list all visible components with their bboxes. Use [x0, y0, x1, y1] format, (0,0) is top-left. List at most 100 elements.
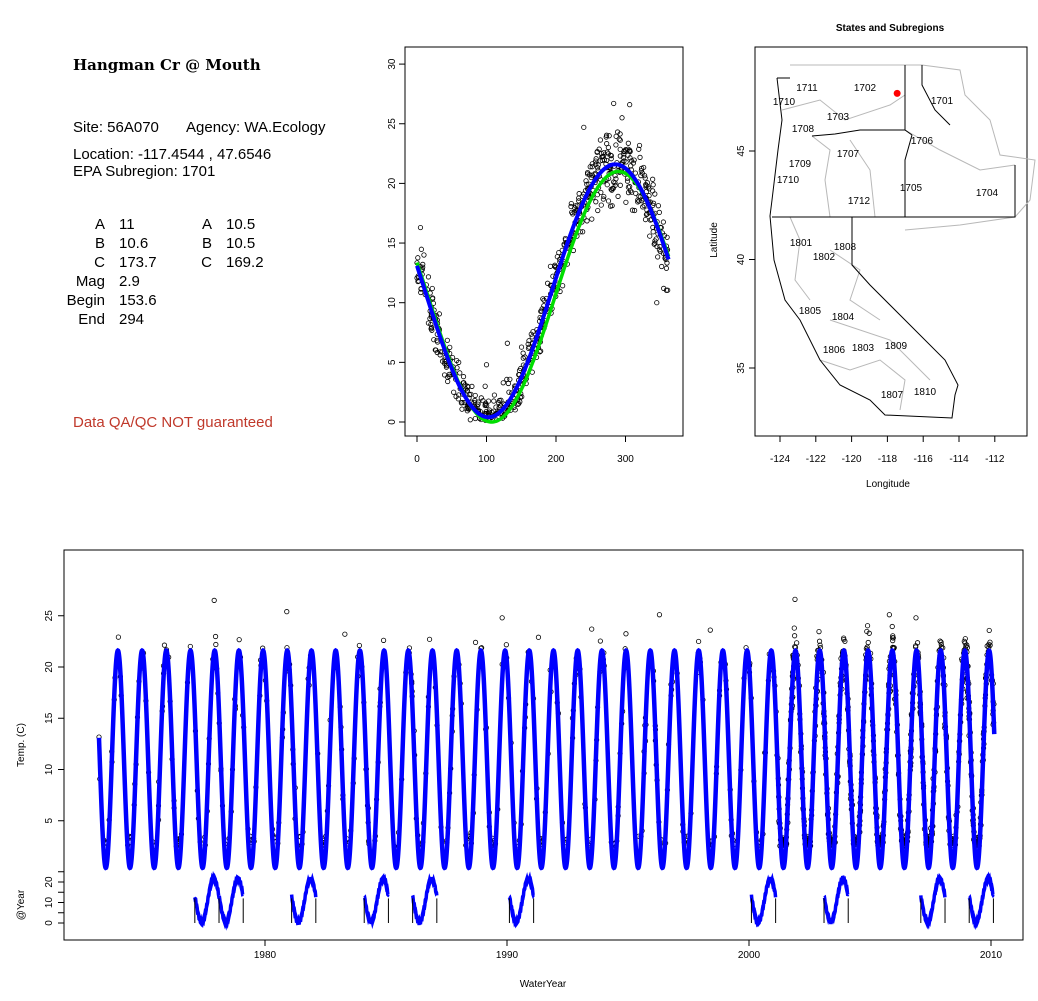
data-point	[986, 627, 992, 634]
data-point	[624, 178, 631, 184]
data-point	[598, 150, 605, 157]
subregion-boundary	[904, 129, 1016, 171]
map-title: States and Subregions	[836, 23, 945, 34]
data-point	[636, 142, 643, 149]
year-tick-label: 1990	[496, 950, 519, 961]
data-point	[611, 179, 617, 185]
data-point	[496, 397, 503, 404]
data-point	[794, 640, 800, 646]
subregion-label: 1805	[799, 306, 822, 317]
data-point	[816, 629, 822, 635]
param-value: 2.9	[119, 273, 140, 290]
annual-curve	[919, 872, 947, 930]
data-point	[616, 136, 622, 142]
lon-tick-label: -118	[878, 454, 898, 465]
lon-tick-label: -124	[770, 454, 790, 465]
subregion-label: 1708	[792, 124, 815, 135]
data-point	[632, 207, 638, 214]
data-point	[436, 311, 442, 317]
agency: Agency: WA.Ecology	[186, 119, 326, 136]
data-point	[584, 171, 591, 177]
data-point	[115, 634, 121, 640]
site-id: Site: 56A070	[73, 119, 159, 136]
data-point	[161, 642, 168, 648]
subregion-label: 1705	[900, 183, 923, 194]
data-point	[656, 209, 662, 215]
subregion-label: 1710	[777, 175, 800, 186]
data-point	[604, 141, 610, 147]
lon-tick-label: -116	[914, 454, 934, 465]
param-label: Mag	[75, 273, 105, 290]
data-point	[421, 252, 427, 258]
fit-blue-line	[415, 162, 671, 420]
data-point	[483, 362, 490, 368]
data-point	[841, 636, 847, 643]
data-point	[656, 247, 663, 253]
data-point	[650, 224, 656, 230]
data-point	[504, 340, 510, 346]
map-ylabel: Latitude	[709, 222, 720, 258]
subregion-label: 1706	[911, 136, 934, 147]
data-point	[605, 198, 612, 204]
data-point	[938, 641, 944, 648]
data-point	[520, 355, 526, 361]
y-tick-label: 20	[387, 177, 398, 189]
param-value: 11	[119, 216, 135, 233]
subregion-label: 1804	[832, 312, 855, 323]
lat-tick-label: 40	[736, 254, 747, 266]
data-point	[356, 642, 362, 649]
data-point	[598, 202, 604, 208]
data-point	[653, 236, 659, 242]
timeseries-frame	[63, 549, 1024, 941]
data-point	[615, 193, 621, 199]
param-value: 169.2	[226, 254, 264, 271]
data-point	[611, 100, 617, 107]
lon-tick-label: -114	[949, 454, 969, 465]
data-point	[627, 188, 634, 194]
subregion-label: 1807	[881, 390, 904, 401]
data-point	[540, 296, 546, 302]
data-point	[637, 154, 643, 160]
data-point	[642, 175, 648, 181]
data-point	[437, 349, 444, 355]
subregion-label: 1704	[976, 188, 999, 199]
data-point	[576, 191, 582, 197]
subregion-boundary	[781, 94, 906, 121]
data-point	[581, 124, 587, 130]
temp-tick-label: 15	[44, 712, 55, 724]
data-point	[644, 211, 650, 217]
data-point	[471, 399, 477, 406]
data-point	[604, 182, 610, 188]
data-point	[864, 623, 871, 629]
data-point	[652, 191, 658, 197]
data-point	[472, 415, 478, 422]
data-point	[603, 134, 609, 140]
data-point	[650, 182, 656, 188]
annual-curve	[822, 875, 850, 926]
data-point	[937, 638, 943, 644]
subregion-label: 1808	[834, 242, 857, 253]
data-point	[454, 365, 460, 371]
data-point	[589, 626, 595, 632]
site-location-marker	[893, 89, 901, 97]
data-point	[571, 209, 577, 215]
data-point	[641, 164, 647, 171]
temp-tick-label: 5	[44, 818, 55, 824]
data-point	[597, 638, 603, 644]
annual-curve	[193, 870, 221, 929]
year-tick-label: 2010	[980, 950, 1003, 961]
data-point	[493, 404, 499, 410]
subregion-label: 1702	[854, 83, 877, 94]
data-point	[651, 241, 657, 247]
data-point	[890, 633, 896, 639]
data-point	[650, 176, 656, 182]
data-point	[639, 170, 645, 176]
subregion-label: 1712	[848, 196, 871, 207]
data-point	[962, 636, 968, 642]
lon-tick-label: -120	[842, 454, 862, 465]
timeseries-ylabel: Temp. (C)	[16, 723, 27, 767]
data-point	[961, 638, 967, 644]
epa-subregion: EPA Subregion: 1701	[73, 163, 216, 180]
data-point	[601, 193, 607, 200]
